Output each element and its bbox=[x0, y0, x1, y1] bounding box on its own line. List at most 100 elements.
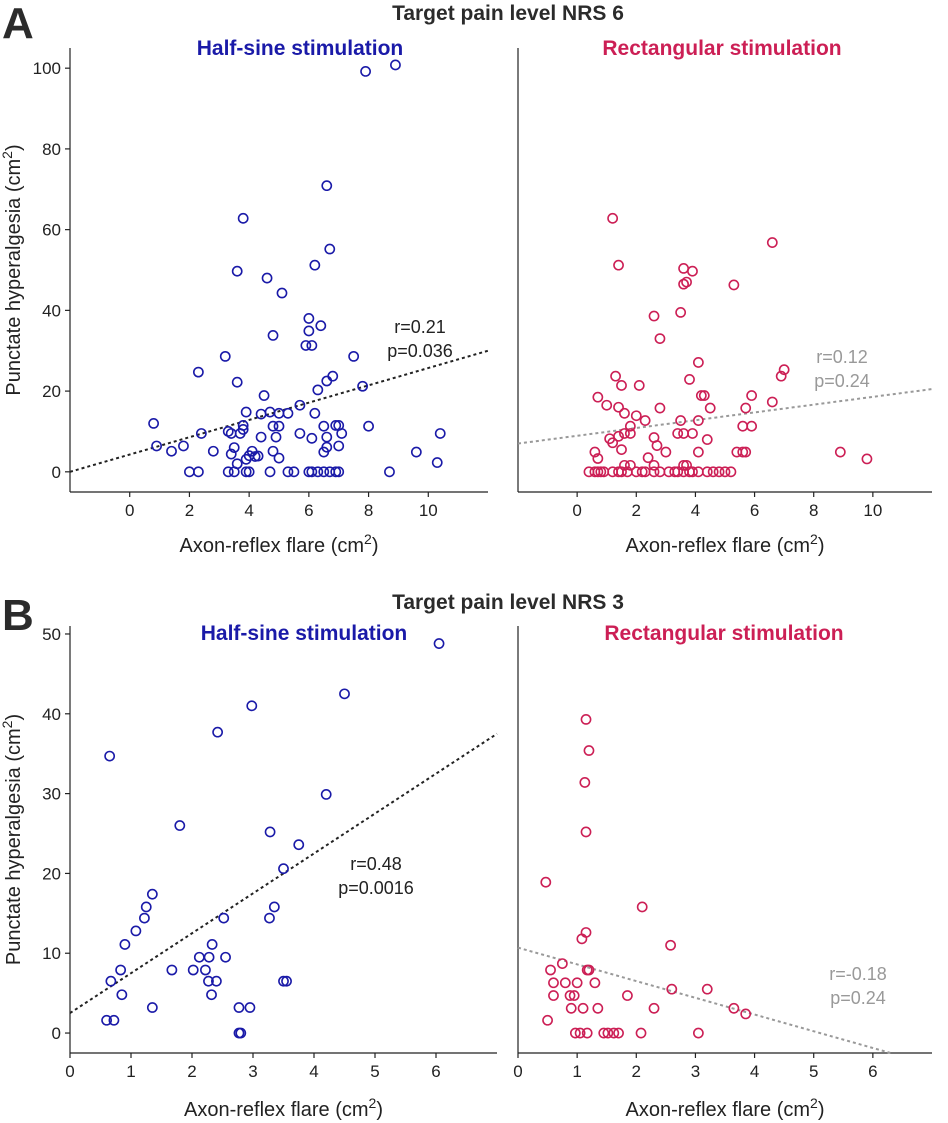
data-point bbox=[273, 420, 285, 432]
data-point bbox=[740, 446, 752, 458]
correlation-r-label: r=0.12 bbox=[816, 347, 868, 367]
data-point bbox=[293, 839, 305, 851]
data-point bbox=[187, 964, 199, 976]
x-tick-label: 6 bbox=[304, 501, 313, 520]
data-point bbox=[264, 912, 275, 924]
data-point bbox=[746, 390, 758, 401]
data-point bbox=[105, 975, 117, 987]
data-point bbox=[318, 420, 330, 432]
data-point bbox=[288, 466, 300, 478]
data-point bbox=[222, 426, 234, 437]
data-point bbox=[116, 989, 128, 1001]
y-tick-label: 0 bbox=[52, 1024, 61, 1043]
data-point bbox=[101, 1014, 112, 1026]
y-tick-label: 0 bbox=[52, 463, 61, 482]
data-point bbox=[225, 428, 237, 439]
data-point bbox=[564, 990, 576, 1001]
subplot-title-b-half-sine: Half-sine stimulation bbox=[201, 622, 408, 645]
data-point bbox=[357, 380, 368, 392]
data-point bbox=[607, 437, 619, 449]
data-point bbox=[579, 777, 591, 788]
y-tick-label: 20 bbox=[42, 864, 61, 883]
y-tick-label: 20 bbox=[42, 382, 61, 401]
data-point bbox=[678, 428, 689, 439]
x-tick-label: 4 bbox=[750, 1062, 759, 1081]
data-point bbox=[166, 445, 177, 457]
x-tick-label: 2 bbox=[632, 1062, 641, 1081]
data-point bbox=[595, 466, 607, 478]
y-tick-label: 100 bbox=[33, 59, 61, 78]
data-point bbox=[184, 466, 195, 478]
x-tick-label: 2 bbox=[185, 501, 194, 520]
x-tick-label: 10 bbox=[863, 501, 882, 520]
x-tick-label: 3 bbox=[691, 1062, 700, 1081]
data-point bbox=[654, 402, 666, 414]
data-point bbox=[249, 451, 261, 462]
x-tick-label: 0 bbox=[572, 501, 581, 520]
x-axis-label: Axon-reflex flare (cm2) bbox=[626, 1095, 825, 1121]
data-point bbox=[139, 912, 150, 924]
data-point bbox=[636, 901, 648, 913]
regression-line bbox=[69, 732, 498, 1014]
data-point bbox=[707, 466, 719, 478]
data-point bbox=[687, 466, 698, 478]
x-tick-label: 2 bbox=[632, 501, 641, 520]
data-point bbox=[692, 357, 704, 368]
data-point bbox=[178, 440, 189, 452]
data-point bbox=[390, 59, 401, 71]
data-point bbox=[577, 1002, 589, 1014]
data-point bbox=[678, 278, 689, 290]
data-point bbox=[675, 306, 687, 318]
data-point bbox=[228, 442, 240, 453]
data-point bbox=[692, 1027, 704, 1039]
data-point bbox=[613, 401, 624, 413]
data-point bbox=[613, 1027, 624, 1039]
data-point bbox=[648, 466, 660, 478]
x-axis-label: Axon-reflex flare (cm2) bbox=[626, 531, 825, 557]
data-point bbox=[225, 448, 237, 460]
data-point bbox=[303, 325, 315, 337]
data-point bbox=[318, 466, 330, 478]
x-tick-label: 0 bbox=[125, 501, 134, 520]
data-point bbox=[278, 863, 289, 875]
data-point bbox=[766, 237, 778, 248]
data-point bbox=[264, 826, 276, 838]
data-point bbox=[540, 876, 552, 888]
data-point bbox=[648, 310, 660, 322]
data-point bbox=[548, 977, 559, 989]
data-point bbox=[737, 420, 749, 432]
x-tick-label: 6 bbox=[431, 1062, 440, 1081]
data-point bbox=[695, 390, 707, 401]
data-point bbox=[212, 726, 224, 738]
data-point bbox=[654, 333, 666, 345]
data-point bbox=[320, 789, 332, 800]
data-point bbox=[737, 446, 749, 458]
data-point bbox=[684, 373, 695, 385]
x-axis-label: Axon-reflex flare (cm2) bbox=[184, 1095, 383, 1121]
data-point bbox=[294, 428, 306, 439]
data-point bbox=[294, 399, 306, 411]
data-point bbox=[701, 466, 713, 478]
section-title-a: Target pain level NRS 6 bbox=[392, 2, 624, 25]
y-axis-label: Punctate hyperalgesia (cm2) bbox=[0, 714, 25, 965]
data-point bbox=[635, 1027, 647, 1039]
data-point bbox=[581, 1027, 593, 1039]
scatter-plot-b-half-sine: 0 1 2 3 4 5 6 0 10 20 30 40 50 Axon-reflex flare (cm2… bbox=[0, 625, 498, 1121]
data-point bbox=[576, 933, 588, 945]
data-point bbox=[583, 745, 595, 756]
data-point bbox=[616, 466, 627, 478]
data-point bbox=[660, 446, 672, 458]
data-point bbox=[273, 407, 285, 419]
data-point bbox=[542, 1014, 553, 1026]
scatter-plot-b-rectangular: 0 1 2 3 4 5 6 Axon-reflex flare (cm2) r=-0.18 p=0… bbox=[513, 626, 932, 1121]
data-point bbox=[589, 977, 601, 989]
data-point bbox=[619, 428, 630, 439]
data-point bbox=[231, 265, 243, 277]
data-point bbox=[195, 428, 207, 439]
data-point bbox=[678, 459, 689, 471]
data-point bbox=[410, 446, 422, 458]
data-point bbox=[267, 445, 279, 457]
data-point bbox=[306, 466, 318, 478]
x-tick-label: 8 bbox=[809, 501, 818, 520]
data-point bbox=[725, 466, 737, 478]
